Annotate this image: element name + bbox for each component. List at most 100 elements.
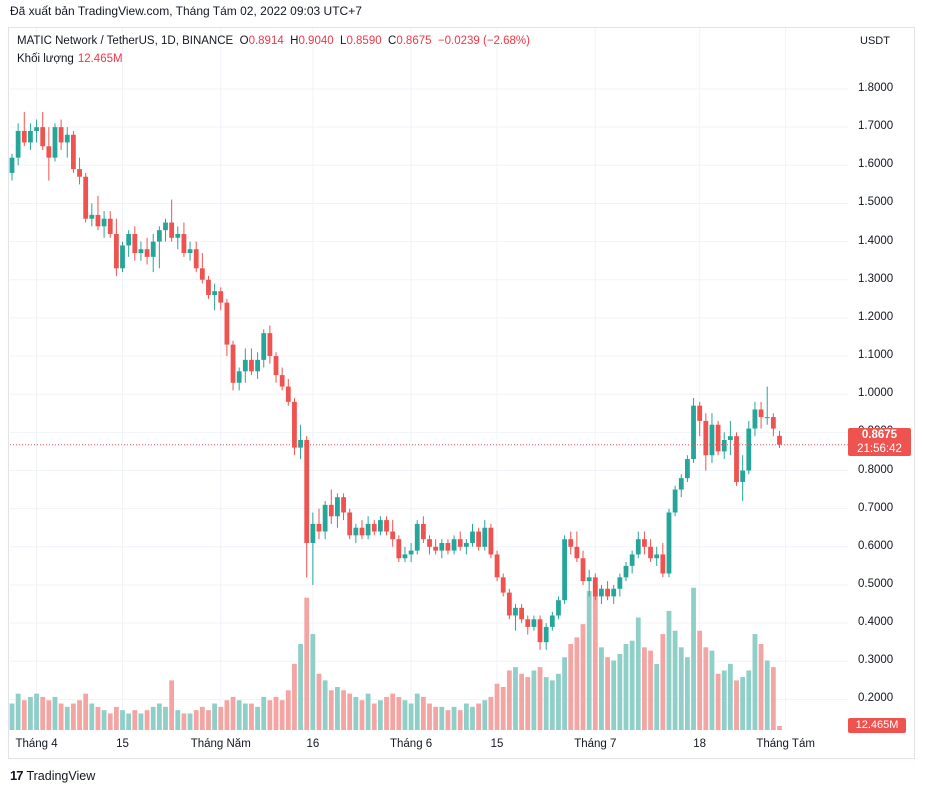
candle-body [623, 565, 629, 578]
candle-body [666, 512, 672, 574]
candle-body [15, 130, 21, 158]
candle-body [617, 577, 623, 589]
volume-bar [672, 630, 678, 730]
volume-bar [371, 703, 377, 730]
candle-body [132, 233, 138, 254]
candle-body [371, 523, 377, 532]
candle-body [212, 291, 218, 296]
tradingview-logo-icon: 17 [10, 768, 24, 783]
candle-body [586, 577, 592, 582]
candle-body [482, 527, 488, 547]
volume-bar [193, 710, 199, 730]
brand-name: TradingView [26, 768, 96, 783]
volume-bar [605, 657, 610, 730]
volume-bar [568, 644, 574, 730]
candle-body [746, 428, 752, 471]
volume-bar [457, 710, 463, 730]
volume-bar [648, 650, 653, 730]
price-tick-label: 1.6000 [858, 158, 894, 171]
volume-bar [623, 644, 629, 730]
time-tick-label: 15 [116, 738, 129, 750]
volume-label: Khối lượng [17, 53, 74, 65]
bar-countdown: 21:56:42 [857, 443, 902, 455]
volume-bar [255, 706, 260, 730]
tradingview-brand[interactable]: 17 TradingView [10, 768, 95, 783]
candle-body [175, 233, 181, 238]
candle-body [64, 134, 70, 143]
candle-body [138, 249, 144, 254]
symbol-legend: MATIC Network / TetherUS, 1D, BINANCE O0… [17, 35, 530, 47]
volume-bar [463, 703, 469, 730]
volume-bar [513, 667, 518, 730]
volume-bar [285, 690, 291, 730]
price-tick-label: 0.4000 [858, 616, 894, 629]
price-tick-label: 1.3000 [858, 272, 894, 285]
candle-body [378, 520, 383, 532]
volume-bar [390, 693, 396, 730]
candle-body [568, 539, 574, 547]
candle-body [537, 619, 543, 643]
candle-body [206, 279, 211, 296]
candle-body [163, 222, 168, 231]
time-tick-label: 18 [693, 738, 707, 750]
volume-bar [298, 644, 303, 730]
volume-bar [592, 584, 598, 730]
candle-body [463, 542, 469, 547]
candle-body [144, 249, 150, 257]
candle-body [89, 214, 95, 219]
volume-bar [635, 617, 641, 730]
candle-body [519, 607, 525, 620]
candle-body [156, 230, 162, 242]
candle-body [71, 134, 76, 170]
candle-body [635, 539, 641, 555]
volume-bar [433, 706, 439, 730]
candle-body [169, 222, 175, 238]
candle-body [218, 291, 224, 303]
candle-body [402, 554, 408, 559]
volume-bar [242, 703, 248, 730]
volume-bar [206, 710, 211, 730]
volume-bar [21, 700, 27, 730]
volume-bar [230, 696, 236, 730]
volume-bar [365, 693, 371, 730]
candle-body [740, 470, 746, 482]
chart-frame [8, 27, 915, 759]
candle-body [335, 497, 340, 517]
price-tick-label: 0.3000 [858, 654, 894, 667]
candle-body [543, 626, 549, 643]
volume-bar [310, 634, 316, 730]
volume-bar [734, 680, 739, 730]
price-tick-label: 1.4000 [858, 234, 894, 247]
candle-body [279, 375, 285, 387]
candle-body [457, 539, 463, 547]
volume-bar [28, 696, 33, 730]
candle-body [52, 127, 58, 158]
time-tick-label: Tháng 6 [389, 738, 433, 750]
candle-body [654, 554, 660, 559]
volume-bar [199, 706, 205, 730]
candle-body [365, 523, 371, 536]
low-value: 0.8590 [346, 35, 382, 47]
volume-bar [347, 693, 353, 730]
high-label: H [290, 35, 299, 47]
volume-bar [77, 700, 82, 730]
price-tick-label: 0.5000 [858, 577, 894, 590]
volume-bar [715, 673, 721, 730]
volume-bar [562, 657, 567, 730]
candle-body [390, 531, 396, 540]
candle-body [359, 527, 365, 536]
open-value: 0.8914 [248, 35, 284, 47]
candle-body [678, 478, 684, 490]
candle-body [58, 127, 64, 143]
time-tick-label: 16 [306, 738, 320, 750]
volume-bar [181, 713, 187, 730]
volume-bar [304, 597, 310, 730]
volume-bar [249, 703, 254, 730]
volume-bar [445, 710, 451, 730]
candle-body [150, 241, 156, 257]
candle-body [549, 615, 555, 627]
candle-body [752, 409, 758, 429]
last-volume-tag: 12.465M [848, 718, 906, 733]
volume-bar [15, 693, 21, 730]
